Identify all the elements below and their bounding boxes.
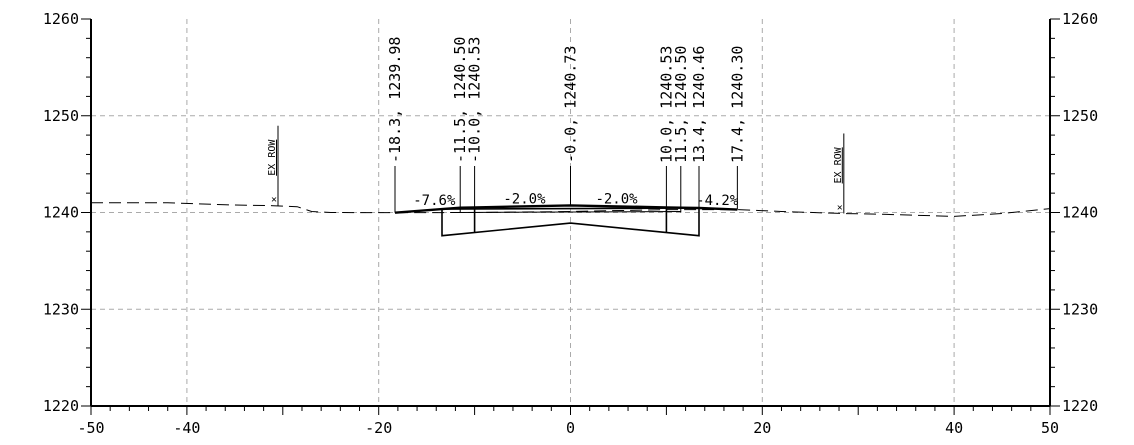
slope-label: -4.2% [696,193,739,209]
y-tick-label-right: 1220 [1062,397,1098,415]
y-tick-label-left: 1230 [43,300,79,318]
y-tick-label-right: 1240 [1062,204,1098,222]
callout-label: 13.4, 1240.46 [690,46,708,163]
x-tick-label: -20 [365,419,392,437]
x-tick-label: 40 [945,419,963,437]
tick-labels: 1220 1220 1230 1230 1240 1240 1250 1250 1260 1260… [43,10,1098,437]
x-tick-label: 50 [1041,419,1059,437]
x-tick-label: 20 [753,419,771,437]
row-markers-group: × EX ROW × EX ROW [267,125,845,214]
x-tick-label: -50 [77,419,104,437]
row-marker-x: × [271,195,277,206]
y-tick-label-right: 1260 [1062,10,1098,28]
axis-ticks [81,18,1060,415]
row-marker-label: EX ROW [833,146,844,183]
y-tick-label-left: 1260 [43,10,79,28]
callout-label: -11.5, 1240.50 [451,37,469,163]
y-tick-label-left: 1250 [43,107,79,125]
row-marker-label: EX ROW [267,139,278,176]
slope-label: -7.6% [413,193,456,209]
slope-label: -2.0% [595,191,638,207]
y-tick-label-right: 1250 [1062,107,1098,125]
callout-label: -18.3, 1239.98 [386,37,404,163]
slope-labels-group: -7.6% -2.0% -2.0% -4.2% [413,191,739,209]
y-tick-label-left: 1240 [43,204,79,222]
x-tick-label: -40 [173,419,200,437]
slope-label: -2.0% [503,191,546,207]
callouts-group: -18.3, 1239.98 -11.5, 1240.50-10.0, 1240.… [386,37,746,213]
row-marker-x: × [837,202,843,213]
callout-label: 17.4, 1240.30 [728,46,746,163]
callout-label: -0.0, 1240.73 [562,46,580,163]
x-tick-label: 0 [566,419,575,437]
callout-label: -10.0, 1240.53 [466,37,484,163]
callout-label: 10.0, 1240.53 [657,46,675,163]
y-tick-label-right: 1230 [1062,300,1098,318]
pavement-inner-line [460,211,681,213]
y-tick-label-left: 1220 [43,397,79,415]
callout-label: 11.5, 1240.50 [672,46,690,163]
